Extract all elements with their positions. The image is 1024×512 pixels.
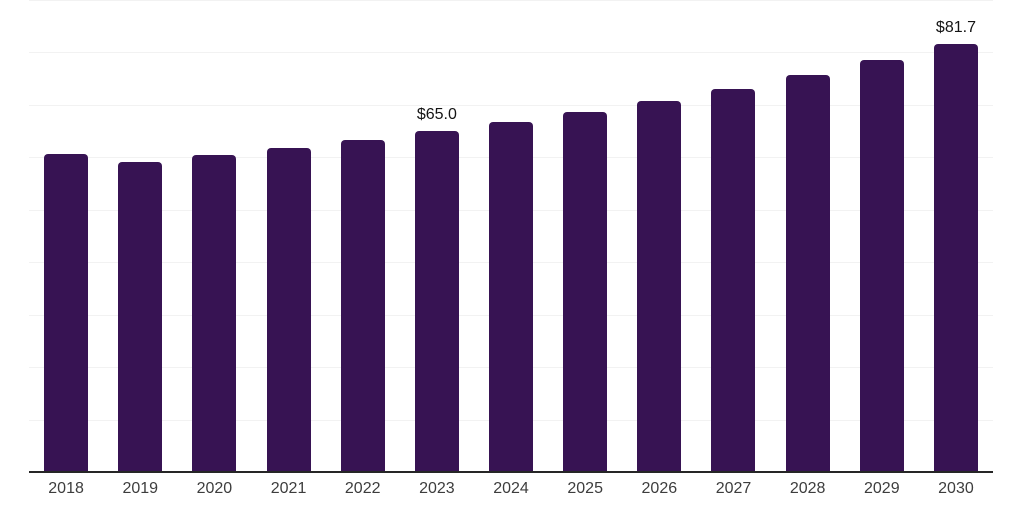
bar-2022 xyxy=(340,140,385,472)
x-tick-label: 2021 xyxy=(270,480,307,497)
bar-slot xyxy=(326,0,400,472)
x-tick-label: 2029 xyxy=(864,480,900,497)
x-tick-label: 2018 xyxy=(48,480,84,497)
x-tick-label: 2020 xyxy=(196,480,233,497)
bar-2027 xyxy=(711,89,756,472)
x-tick-label: 2027 xyxy=(715,480,752,497)
x-tick-label: 2028 xyxy=(789,480,826,497)
bar-2018 xyxy=(44,153,89,472)
x-axis-tick-labels: 2018 2019 2020 2021 2022 2023 2024 2025 2026 2027… xyxy=(29,480,993,498)
bar-2019 xyxy=(118,161,163,472)
x-axis-line xyxy=(29,471,993,473)
bar-slot xyxy=(474,0,548,472)
bar-slot xyxy=(845,0,919,472)
bar-2023 xyxy=(414,131,459,472)
x-tick-label: 2024 xyxy=(493,480,529,497)
bar-slot xyxy=(103,0,177,472)
bar-slot xyxy=(251,0,325,472)
data-label-2023: $65.0 xyxy=(416,106,457,124)
bar-slot: $81.7 xyxy=(919,0,993,472)
gridline xyxy=(29,0,993,1)
bar-2025 xyxy=(563,112,608,472)
x-tick-label: 2019 xyxy=(122,480,159,497)
bar-2026 xyxy=(637,101,682,472)
bar-2021 xyxy=(266,148,311,472)
x-tick-label: 2026 xyxy=(641,480,678,497)
x-tick-label: 2025 xyxy=(567,480,603,497)
bar-2028 xyxy=(785,74,830,472)
bar-slot xyxy=(622,0,696,472)
data-label-2030: $81.7 xyxy=(935,18,976,36)
x-tick-label: 2022 xyxy=(344,480,381,497)
bar-series: $65.0 $81.7 xyxy=(29,0,993,472)
plot-area: $65.0 $81.7 xyxy=(29,0,993,473)
bar-2024 xyxy=(489,122,534,472)
gridline xyxy=(29,52,993,54)
bar-2029 xyxy=(859,60,904,472)
x-tick-label: 2030 xyxy=(938,480,974,497)
bar-slot xyxy=(696,0,770,472)
bar-slot xyxy=(548,0,622,472)
bar-slot xyxy=(771,0,845,472)
bar-2030 xyxy=(933,43,978,472)
bar-slot: $65.0 xyxy=(400,0,474,472)
x-tick-label: 2023 xyxy=(419,480,455,497)
gridline xyxy=(29,104,993,106)
bar-2020 xyxy=(192,154,237,472)
bar-slot xyxy=(177,0,251,472)
bar-slot xyxy=(29,0,103,472)
